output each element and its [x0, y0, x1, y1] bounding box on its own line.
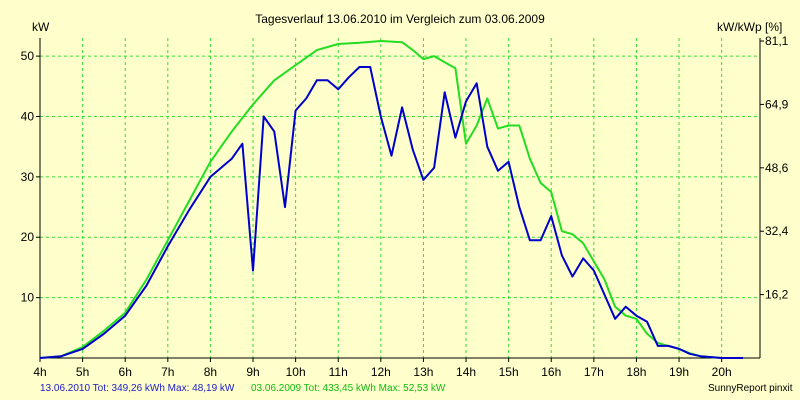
x-tick-label: 4h	[33, 365, 46, 379]
x-tick-label: 19h	[669, 365, 689, 379]
x-tick-label: 6h	[119, 365, 132, 379]
x-tick-label: 10h	[286, 365, 306, 379]
series-line-2010	[39, 66, 743, 359]
y-tick-label-left: 40	[21, 109, 35, 123]
x-tick-label: 20h	[712, 365, 732, 379]
series	[39, 40, 743, 359]
chart-title: Tagesverlauf 13.06.2010 im Vergleich zum…	[255, 12, 545, 26]
y-tick-label-right: 16,2	[765, 288, 789, 302]
left-axis-unit: kW	[32, 20, 50, 34]
y-tick-label-right: 64,9	[765, 97, 789, 111]
footer-brand: SunnyReport pinxit	[708, 383, 793, 394]
y-tick-label-right: 81,1	[765, 34, 789, 48]
y-tick-label-right: 32,4	[765, 224, 789, 238]
y-tick-label-left: 10	[21, 291, 35, 305]
right-axis-unit: kW/kWp [%]	[717, 20, 783, 34]
x-tick-label: 5h	[76, 365, 89, 379]
y-tick-label-left: 30	[21, 170, 35, 184]
x-tick-label: 7h	[161, 365, 174, 379]
tick-labels: 10 20 30 40 50 16,2 32,4 48,6 64,9 81,1 4h 5h 6h 7h 8h…	[21, 34, 789, 379]
series-line-2009	[39, 40, 743, 359]
y-tick-label-right: 48,6	[765, 161, 789, 175]
footer-series1-summary: 13.06.2010 Tot: 349,26 kWh Max: 48,19 kW	[40, 383, 235, 394]
x-tick-label: 12h	[371, 365, 391, 379]
footer-series2-summary: 03.06.2009 Tot: 433,45 kWh Max: 52,53 kW	[251, 383, 446, 394]
y-tick-label-left: 20	[21, 230, 35, 244]
x-tick-label: 15h	[499, 365, 519, 379]
x-tick-label: 18h	[626, 365, 646, 379]
x-tick-label: 11h	[329, 365, 348, 379]
x-tick-label: 14h	[456, 365, 476, 379]
y-tick-label-left: 50	[21, 49, 35, 63]
axes	[36, 38, 764, 362]
x-tick-label: 9h	[246, 365, 259, 379]
x-tick-label: 16h	[541, 365, 561, 379]
x-tick-label: 17h	[584, 365, 604, 379]
grid	[40, 38, 760, 358]
x-tick-label: 8h	[204, 365, 217, 379]
x-tick-label: 13h	[413, 365, 433, 379]
